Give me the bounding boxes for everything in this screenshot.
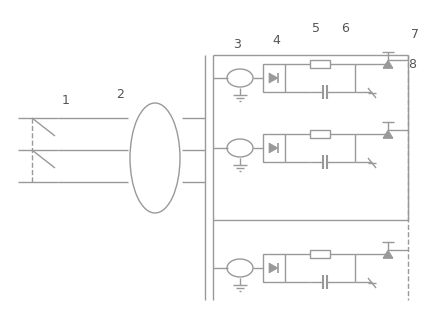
Polygon shape <box>383 130 393 138</box>
Bar <box>263 254 285 282</box>
Text: 4: 4 <box>272 33 280 46</box>
Text: 6: 6 <box>341 21 349 34</box>
Bar <box>263 64 285 92</box>
Text: 8: 8 <box>408 58 416 72</box>
Polygon shape <box>269 143 278 153</box>
Bar <box>310 60 330 68</box>
Polygon shape <box>383 250 393 258</box>
Bar <box>310 250 330 258</box>
Bar <box>310 130 330 138</box>
Text: 5: 5 <box>312 21 320 34</box>
Text: 7: 7 <box>411 29 419 42</box>
Text: 2: 2 <box>116 88 124 101</box>
Text: 1: 1 <box>62 94 70 107</box>
Polygon shape <box>383 60 393 68</box>
Polygon shape <box>269 263 278 273</box>
Text: 3: 3 <box>233 38 241 51</box>
Polygon shape <box>269 73 278 83</box>
Bar <box>263 134 285 162</box>
